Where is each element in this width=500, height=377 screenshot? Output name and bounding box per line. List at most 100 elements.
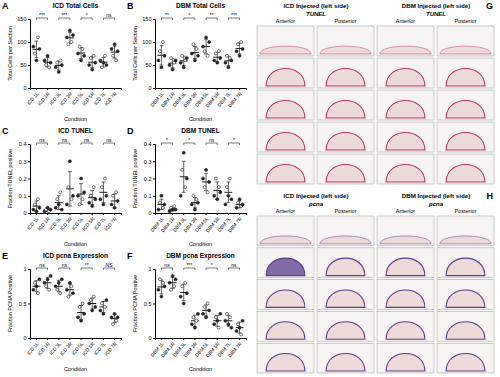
micrograph bbox=[257, 90, 314, 120]
axis-line bbox=[153, 270, 156, 339]
y-axis-title: Total Cells per Section bbox=[7, 26, 13, 81]
tick-mark bbox=[161, 213, 162, 215]
data-point bbox=[113, 312, 116, 315]
micrograph bbox=[377, 216, 434, 246]
data-point bbox=[71, 292, 74, 295]
significance-bracket bbox=[103, 143, 114, 145]
tick-mark bbox=[28, 88, 30, 89]
data-point bbox=[184, 281, 187, 284]
error-cap bbox=[160, 293, 164, 294]
micrograph bbox=[257, 280, 314, 310]
data-point bbox=[168, 210, 171, 213]
axis-line bbox=[156, 214, 247, 216]
tick-label: 0.1 bbox=[144, 193, 152, 199]
data-point bbox=[238, 198, 241, 201]
x-axis-title: Condition bbox=[189, 366, 212, 372]
data-point bbox=[38, 47, 41, 50]
data-point bbox=[196, 201, 199, 204]
tick-mark bbox=[114, 88, 115, 90]
data-point bbox=[71, 194, 74, 197]
data-point bbox=[202, 312, 205, 315]
data-point bbox=[81, 47, 84, 50]
data-point bbox=[190, 203, 193, 206]
tick-mark bbox=[81, 213, 82, 215]
error-cap bbox=[215, 181, 219, 182]
tick: 0.4 bbox=[144, 141, 155, 147]
data-point bbox=[158, 278, 161, 281]
tick-mark bbox=[161, 338, 162, 340]
data-point bbox=[181, 168, 184, 171]
error-cap bbox=[57, 195, 61, 196]
subcolumn-title: Posterior bbox=[334, 208, 356, 214]
data-point bbox=[112, 194, 115, 197]
data-point bbox=[89, 57, 92, 60]
tick-mark bbox=[239, 213, 240, 215]
tick: 1 bbox=[23, 266, 30, 272]
column-title: DBM Injected (left side) bbox=[402, 2, 470, 9]
data-point bbox=[99, 59, 102, 62]
data-point bbox=[59, 191, 62, 194]
micrograph bbox=[377, 311, 434, 341]
significance-bracket bbox=[81, 143, 92, 145]
tick-label: 1 bbox=[148, 266, 151, 272]
data-point bbox=[105, 194, 108, 197]
data-point bbox=[110, 203, 113, 206]
tick: 0 bbox=[148, 335, 155, 341]
significance-label: * bbox=[211, 262, 213, 268]
tissue-section bbox=[320, 236, 371, 244]
error-cap bbox=[90, 190, 94, 191]
data-point bbox=[240, 41, 243, 44]
tick-label: 0 bbox=[23, 335, 26, 341]
tick-mark bbox=[206, 213, 207, 215]
significance-label: * bbox=[188, 12, 190, 18]
tick-mark bbox=[153, 213, 155, 214]
data-point bbox=[179, 194, 182, 197]
tick-mark bbox=[183, 213, 184, 215]
tick-mark bbox=[206, 338, 207, 340]
micrograph bbox=[437, 248, 494, 278]
data-point bbox=[77, 52, 80, 55]
chart-title: ICD TUNEL bbox=[58, 127, 93, 134]
axis-line bbox=[31, 89, 122, 91]
tick-mark bbox=[58, 88, 59, 90]
significance-bracket bbox=[59, 268, 70, 270]
y-axis: 00.10.20.30.4 bbox=[19, 141, 31, 216]
data-point bbox=[36, 292, 39, 295]
data-point bbox=[225, 186, 228, 189]
stain-label: pcna bbox=[428, 201, 444, 207]
tick-mark bbox=[153, 179, 155, 180]
data-point bbox=[190, 323, 193, 326]
significance-label: *** bbox=[231, 12, 237, 18]
data-point bbox=[59, 292, 62, 295]
micrograph bbox=[437, 90, 494, 120]
data-point bbox=[230, 198, 233, 201]
data-point bbox=[102, 203, 105, 206]
stain-label: TUNEL bbox=[306, 11, 326, 17]
tick: 1 bbox=[148, 266, 155, 272]
data-point bbox=[45, 64, 48, 67]
data-point bbox=[57, 70, 60, 73]
tick-mark bbox=[103, 338, 104, 340]
data-point bbox=[230, 326, 233, 329]
data-point bbox=[38, 206, 41, 209]
subcolumn-title: Anterior bbox=[276, 18, 295, 24]
data-point bbox=[67, 295, 70, 298]
tick-mark bbox=[194, 338, 195, 340]
tissue-section bbox=[266, 354, 305, 371]
error-cap bbox=[35, 211, 39, 212]
significance-bracket bbox=[184, 268, 195, 270]
error-cap bbox=[227, 202, 231, 203]
tick-mark bbox=[92, 213, 93, 215]
data-point bbox=[102, 312, 105, 315]
data-point bbox=[213, 323, 216, 326]
tissue-section bbox=[320, 46, 371, 54]
tick-mark bbox=[228, 213, 229, 215]
data-point bbox=[83, 312, 86, 315]
axis-line bbox=[31, 214, 122, 216]
data-point bbox=[206, 54, 209, 57]
tick-label: ICD 7R bbox=[104, 341, 118, 357]
y-axis-title: Fraction PCNA Positive bbox=[132, 275, 138, 332]
data-point bbox=[103, 177, 106, 180]
tick-mark bbox=[58, 213, 59, 215]
tick-mark bbox=[228, 338, 229, 340]
